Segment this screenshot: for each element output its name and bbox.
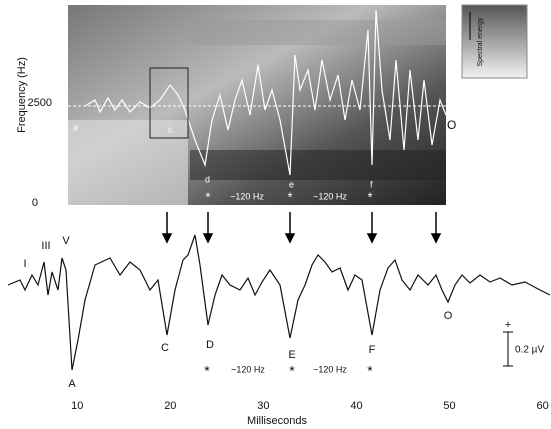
point-label: d (205, 174, 210, 184)
scale-bar (503, 331, 513, 367)
star: * (204, 363, 210, 379)
x-tick-label: 10 (71, 400, 83, 412)
interval-label: ~120 Hz (313, 364, 347, 374)
x-tick-label: 20 (164, 400, 176, 412)
legend-box (461, 4, 528, 79)
spectrogram-band (190, 20, 446, 45)
star: * (367, 363, 373, 379)
x-tick-label: 40 (350, 400, 362, 412)
star: * (367, 189, 372, 204)
peak-label: V (62, 235, 70, 247)
y-tick-label: 2500 (28, 97, 52, 109)
y-tick-label: 0 (32, 197, 38, 209)
interval-label: ~120 Hz (231, 364, 265, 374)
peak-label: A (68, 378, 76, 390)
star: * (205, 189, 210, 204)
x-axis-label: Milliseconds (247, 415, 307, 427)
x-tick-label: 50 (443, 400, 455, 412)
point-label: a (73, 122, 78, 132)
interval-label: ~120 Hz (313, 191, 347, 201)
peak-label: I (23, 258, 26, 270)
peak-label: E (288, 349, 295, 361)
peak-label: III (41, 240, 50, 252)
point-label: c (168, 124, 173, 134)
interval-label: ~120 Hz (230, 191, 264, 201)
point-label: e (289, 179, 294, 189)
response-wave (7, 234, 551, 371)
arrows (161, 212, 442, 244)
spectrogram-band (190, 150, 446, 180)
x-tick-label: 30 (257, 400, 269, 412)
point-label: f (370, 179, 373, 189)
peak-label: C (161, 342, 169, 354)
legend-label: Spectral energy (477, 17, 484, 67)
highlight-box (149, 67, 189, 139)
peak-label: D (206, 339, 214, 351)
peak-label: O (444, 310, 453, 322)
scale-label: 0.2 µV (515, 345, 544, 356)
y-axis-label: Frequency (Hz) (16, 57, 28, 133)
peak-label: F (369, 344, 376, 356)
star: * (289, 363, 295, 379)
x-tick-label: 60 (536, 400, 548, 412)
scale-sign: + (505, 319, 511, 331)
star: * (287, 189, 292, 204)
point-label: O (447, 118, 456, 132)
spectrogram-patch (68, 120, 188, 205)
